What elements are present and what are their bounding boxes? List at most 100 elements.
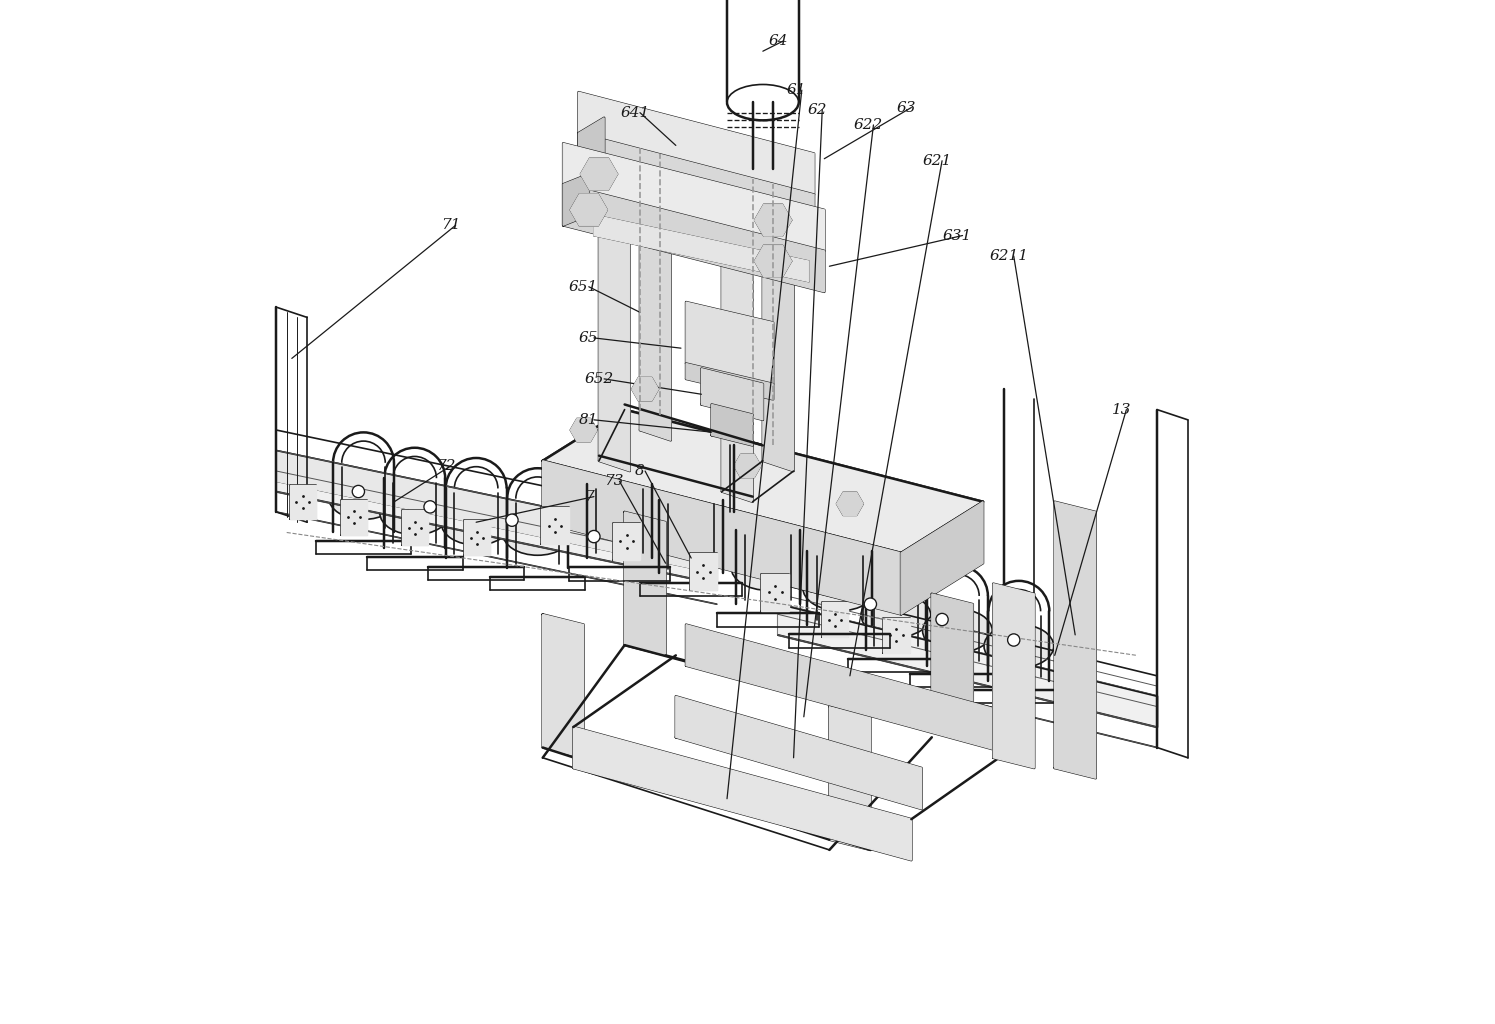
Ellipse shape	[803, 564, 876, 610]
Text: 651: 651	[570, 280, 598, 294]
Polygon shape	[686, 625, 1024, 758]
Circle shape	[864, 598, 876, 610]
Ellipse shape	[329, 476, 398, 519]
Polygon shape	[755, 245, 791, 278]
Polygon shape	[463, 520, 490, 555]
Circle shape	[588, 530, 599, 543]
Circle shape	[640, 384, 650, 394]
Polygon shape	[625, 512, 665, 655]
Circle shape	[466, 527, 487, 548]
Circle shape	[353, 485, 365, 498]
Ellipse shape	[655, 514, 728, 559]
Circle shape	[936, 613, 948, 626]
Circle shape	[405, 517, 426, 538]
Text: 63: 63	[897, 100, 916, 115]
Text: 73: 73	[604, 474, 623, 488]
Polygon shape	[402, 510, 428, 545]
Ellipse shape	[441, 502, 511, 545]
Polygon shape	[402, 510, 428, 545]
Polygon shape	[722, 174, 752, 502]
Polygon shape	[734, 455, 761, 477]
Polygon shape	[837, 493, 863, 515]
Polygon shape	[712, 404, 752, 445]
Polygon shape	[901, 502, 984, 614]
Polygon shape	[689, 553, 718, 590]
Ellipse shape	[984, 625, 1054, 668]
Ellipse shape	[380, 492, 450, 535]
Polygon shape	[341, 500, 366, 535]
Polygon shape	[689, 553, 718, 590]
Polygon shape	[830, 707, 870, 850]
Polygon shape	[564, 143, 824, 251]
Polygon shape	[613, 522, 640, 559]
Text: 62: 62	[807, 102, 827, 117]
Text: 71: 71	[441, 218, 460, 232]
Circle shape	[425, 501, 437, 513]
Polygon shape	[543, 410, 984, 553]
Text: 81: 81	[579, 413, 598, 427]
Polygon shape	[574, 727, 912, 860]
Circle shape	[1008, 634, 1020, 646]
Circle shape	[292, 492, 312, 512]
Polygon shape	[761, 573, 789, 610]
Circle shape	[544, 515, 567, 537]
Circle shape	[505, 514, 519, 526]
Polygon shape	[931, 594, 973, 737]
Ellipse shape	[583, 499, 656, 545]
Polygon shape	[686, 302, 773, 384]
Circle shape	[692, 561, 715, 583]
Circle shape	[887, 625, 907, 645]
Polygon shape	[640, 113, 671, 440]
Polygon shape	[463, 520, 490, 555]
Polygon shape	[613, 522, 640, 559]
Polygon shape	[762, 143, 794, 471]
Text: 631: 631	[943, 228, 972, 243]
Text: 72: 72	[435, 459, 454, 473]
Polygon shape	[580, 158, 617, 190]
Polygon shape	[564, 174, 589, 225]
Polygon shape	[290, 484, 315, 519]
Ellipse shape	[502, 512, 573, 555]
Text: 6211: 6211	[990, 249, 1029, 263]
Polygon shape	[541, 507, 568, 545]
Text: 622: 622	[854, 118, 884, 132]
Text: 621: 621	[922, 154, 951, 168]
Circle shape	[582, 203, 597, 217]
Polygon shape	[277, 461, 716, 584]
Polygon shape	[701, 369, 762, 420]
Text: 13: 13	[1111, 402, 1132, 417]
Polygon shape	[599, 143, 629, 471]
Text: 7: 7	[585, 489, 594, 504]
Polygon shape	[277, 451, 716, 573]
Polygon shape	[594, 215, 809, 282]
Polygon shape	[571, 194, 607, 226]
Polygon shape	[945, 633, 970, 668]
Polygon shape	[543, 614, 583, 758]
Polygon shape	[676, 696, 921, 809]
Circle shape	[764, 582, 786, 603]
Text: 641: 641	[620, 105, 649, 120]
Polygon shape	[564, 184, 824, 292]
Ellipse shape	[731, 545, 804, 590]
Text: 64: 64	[768, 34, 788, 48]
Circle shape	[616, 530, 638, 552]
Circle shape	[765, 213, 780, 227]
Polygon shape	[822, 602, 848, 637]
Polygon shape	[290, 484, 315, 519]
Polygon shape	[543, 461, 901, 614]
Polygon shape	[884, 617, 909, 652]
Polygon shape	[993, 584, 1035, 768]
Circle shape	[344, 507, 365, 527]
Polygon shape	[755, 204, 791, 237]
Polygon shape	[632, 378, 658, 400]
Text: 65: 65	[579, 331, 598, 345]
Polygon shape	[579, 92, 815, 195]
Text: 61: 61	[786, 83, 806, 97]
Ellipse shape	[861, 594, 931, 637]
Circle shape	[579, 425, 589, 435]
Circle shape	[825, 609, 846, 630]
Text: 8: 8	[635, 464, 644, 478]
Polygon shape	[779, 604, 1157, 727]
Circle shape	[742, 461, 753, 471]
Polygon shape	[579, 133, 815, 236]
